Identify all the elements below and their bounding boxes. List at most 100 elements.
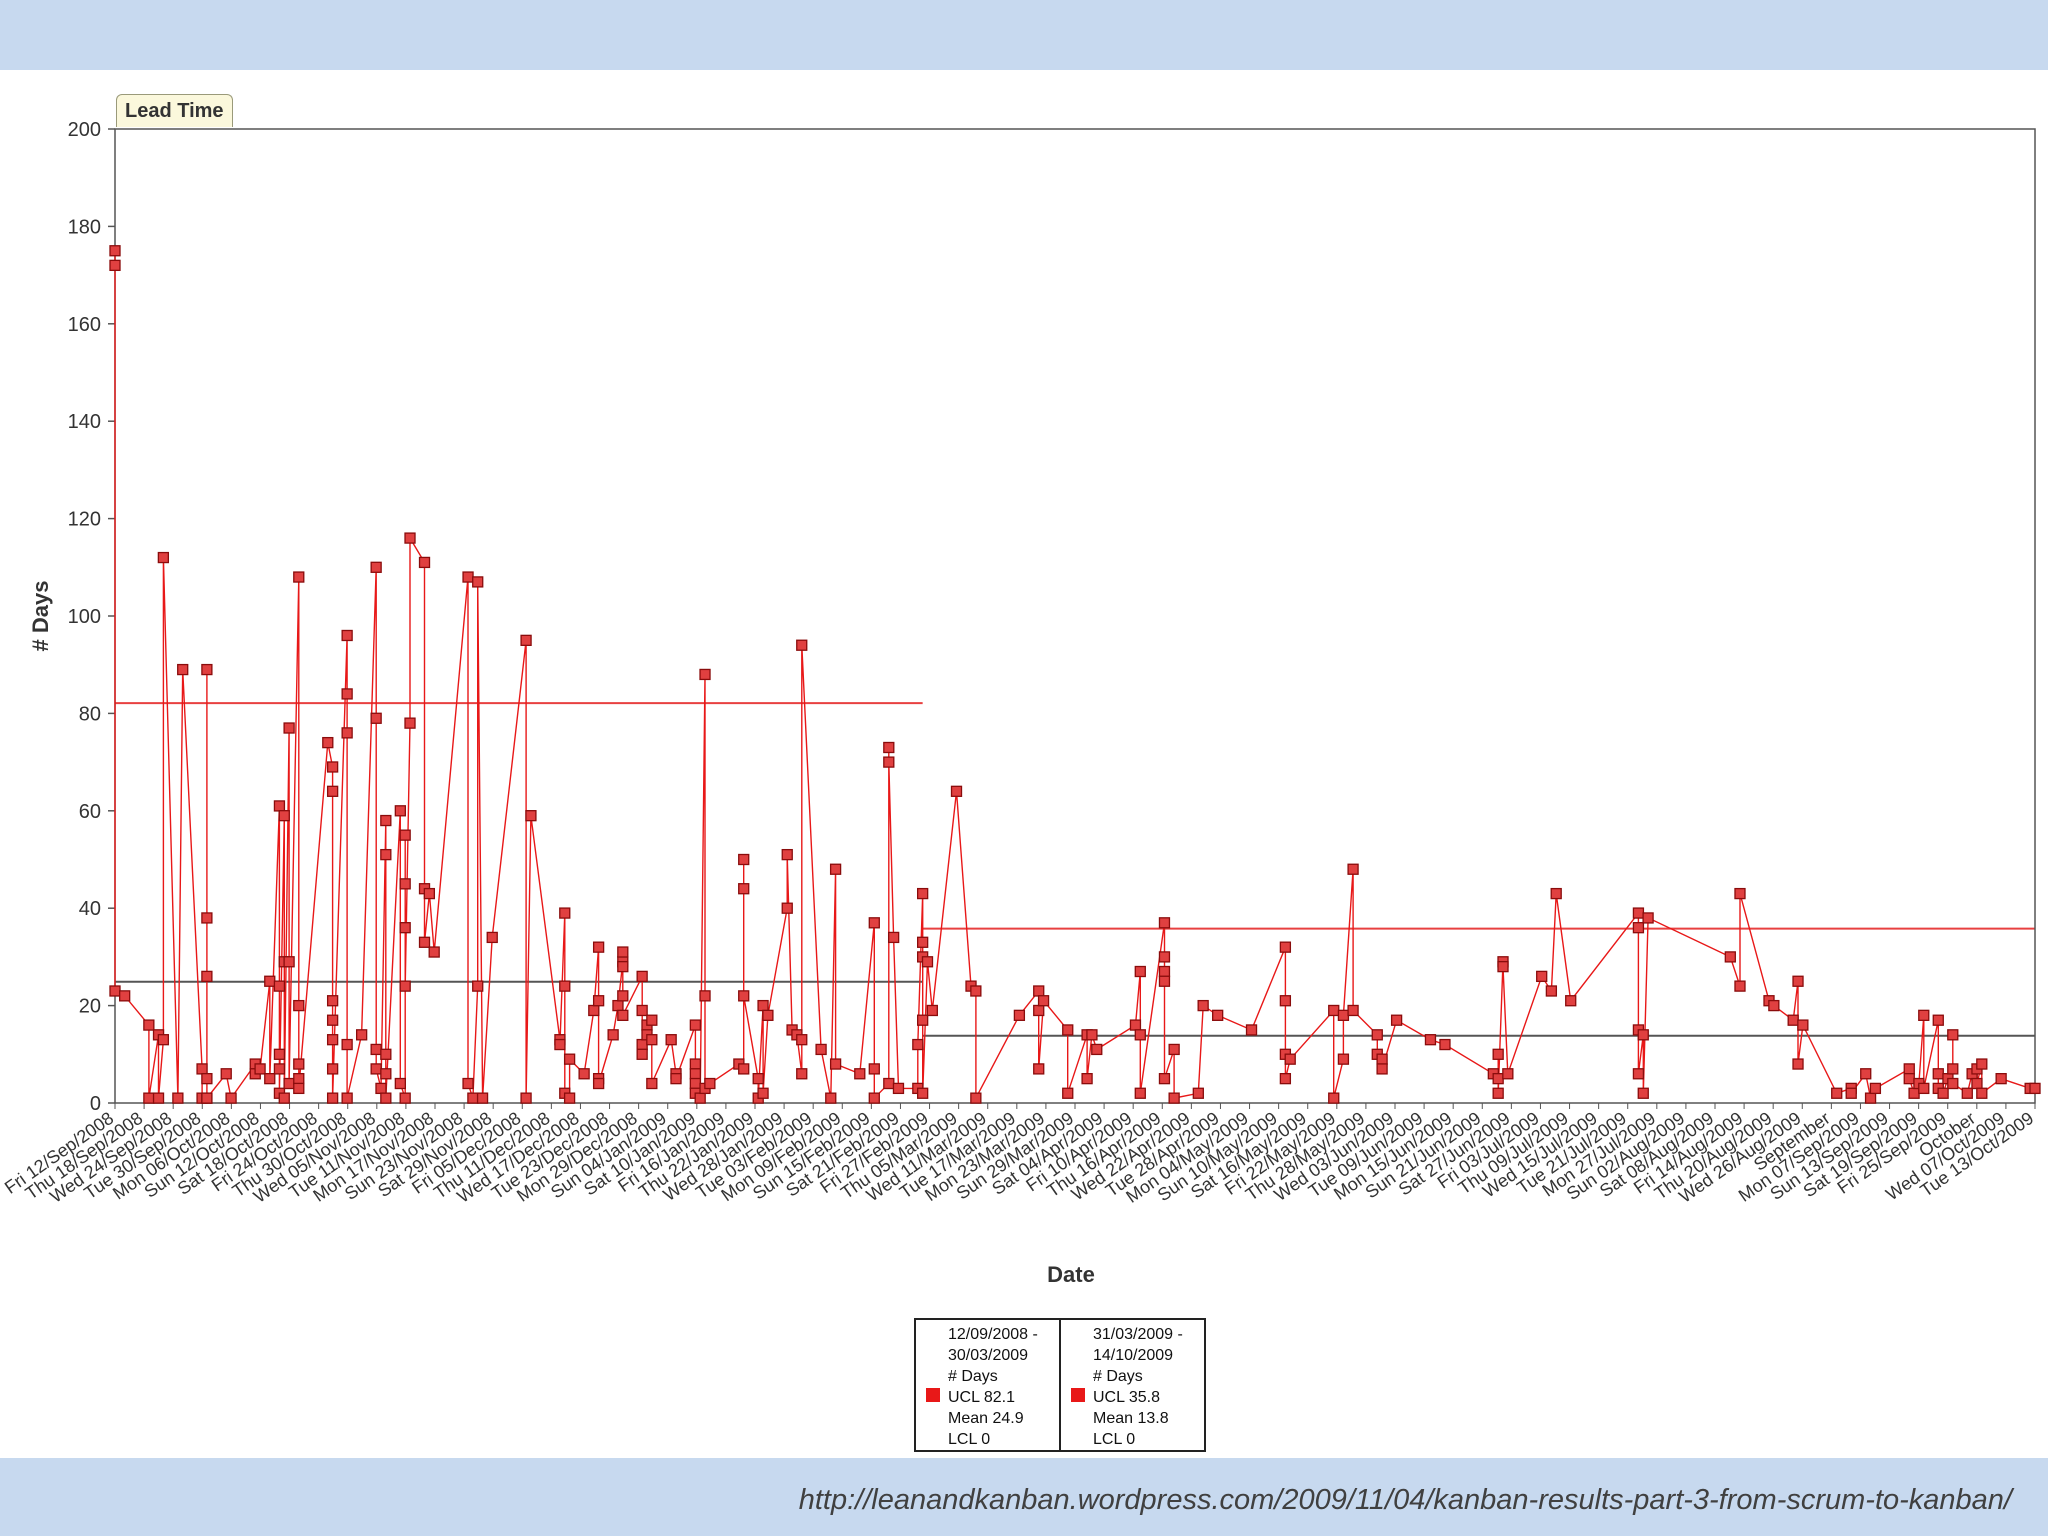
- data-point: [636, 1004, 648, 1017]
- data-point: [1768, 999, 1780, 1012]
- legend-marker-icon: [926, 1388, 940, 1402]
- data-point: [1947, 1029, 1959, 1041]
- data-point: [1864, 1092, 1877, 1104]
- data-point: [1013, 1009, 1026, 1021]
- data-point: [1158, 975, 1171, 987]
- data-point: [404, 532, 416, 544]
- y-tick-label: 100: [68, 606, 101, 628]
- data-point: [394, 805, 406, 817]
- data-point: [1081, 1073, 1093, 1085]
- data-point: [912, 1038, 924, 1051]
- data-point: [617, 990, 629, 1002]
- data-point: [917, 887, 929, 900]
- data-point: [617, 946, 629, 958]
- y-tick-label: 0: [90, 1093, 101, 1115]
- data-point: [887, 931, 900, 944]
- legend-text: 30/03/2009: [948, 1347, 1029, 1364]
- data-point: [607, 1029, 619, 1041]
- data-point: [273, 1048, 286, 1060]
- data-point: [399, 980, 411, 992]
- y-axis-title: # Days: [28, 581, 53, 652]
- data-point: [152, 1092, 165, 1104]
- data-point: [394, 1077, 406, 1090]
- data-point: [854, 1068, 866, 1080]
- data-point: [1937, 1087, 1949, 1099]
- legend-text: Mean 24.9: [948, 1410, 1024, 1427]
- data-point: [694, 1092, 706, 1104]
- data-point: [1792, 975, 1804, 987]
- data-point: [370, 712, 382, 724]
- legend-period-1: 12/09/2008 - 30/03/2009 # Days UCL 82.1 …: [916, 1320, 1059, 1450]
- source-url[interactable]: http://leanandkanban.wordpress.com/2009/…: [798, 1484, 2012, 1516]
- legend-text: 14/10/2009: [1093, 1347, 1174, 1364]
- data-point: [341, 1038, 353, 1051]
- data-point: [1918, 1009, 1930, 1021]
- data-point: [1347, 863, 1359, 875]
- data-point: [921, 956, 934, 968]
- data-point: [815, 1043, 827, 1056]
- data-point: [578, 1068, 590, 1080]
- data-point: [646, 1077, 658, 1090]
- data-point: [370, 1063, 382, 1075]
- data-point: [1947, 1077, 1959, 1090]
- data-point: [559, 980, 571, 992]
- data-point: [699, 668, 711, 681]
- data-point: [264, 975, 276, 987]
- data-point: [380, 1048, 392, 1060]
- data-point: [1947, 1063, 1959, 1075]
- data-point: [1637, 1029, 1649, 1041]
- data-point: [1328, 1092, 1340, 1104]
- data-point: [326, 1014, 339, 1026]
- data-point: [1642, 912, 1654, 924]
- data-point: [1995, 1073, 2007, 1085]
- data-point: [1932, 1014, 1944, 1026]
- data-point: [143, 1019, 155, 1031]
- data-point: [225, 1092, 237, 1104]
- data-point: [525, 810, 537, 822]
- data-point: [1632, 907, 1645, 919]
- data-point: [1347, 1004, 1359, 1017]
- data-point: [109, 985, 121, 997]
- data-point: [375, 1082, 387, 1095]
- data-point: [326, 761, 339, 773]
- data-point: [201, 970, 213, 983]
- data-point: [636, 1048, 648, 1060]
- series-days: [109, 245, 2041, 1104]
- data-point: [109, 245, 121, 257]
- data-point: [380, 848, 392, 861]
- data-point: [563, 1092, 576, 1104]
- data-point: [201, 912, 213, 924]
- data-point: [293, 1058, 305, 1070]
- data-point: [757, 999, 769, 1012]
- data-point: [1734, 980, 1746, 992]
- data-point: [1724, 951, 1736, 963]
- data-point: [1492, 1073, 1504, 1085]
- data-point: [689, 1019, 702, 1031]
- data-point: [264, 1073, 276, 1085]
- x-axis-title: Date: [1047, 1262, 1095, 1287]
- data-point: [1734, 887, 1746, 900]
- series-line: [114, 250, 2035, 1101]
- data-point: [1279, 1073, 1292, 1085]
- y-tick-label: 160: [68, 314, 101, 336]
- data-point: [1033, 985, 1045, 997]
- y-tick-label: 140: [68, 411, 101, 433]
- data-point: [472, 980, 484, 992]
- data-point: [380, 814, 392, 827]
- data-point: [341, 629, 353, 642]
- data-point: [201, 1073, 213, 1085]
- data-point: [326, 1092, 339, 1104]
- data-point: [883, 741, 895, 754]
- data-point: [757, 1087, 769, 1099]
- data-point: [1565, 995, 1577, 1007]
- data-point: [689, 1058, 702, 1070]
- data-point: [355, 1029, 368, 1041]
- y-tick-label: 20: [79, 996, 101, 1018]
- data-point: [326, 1034, 339, 1046]
- data-point: [592, 995, 605, 1007]
- data-point: [462, 571, 474, 583]
- data-point: [970, 1092, 982, 1104]
- chart-title-tab[interactable]: Lead Time: [116, 94, 233, 127]
